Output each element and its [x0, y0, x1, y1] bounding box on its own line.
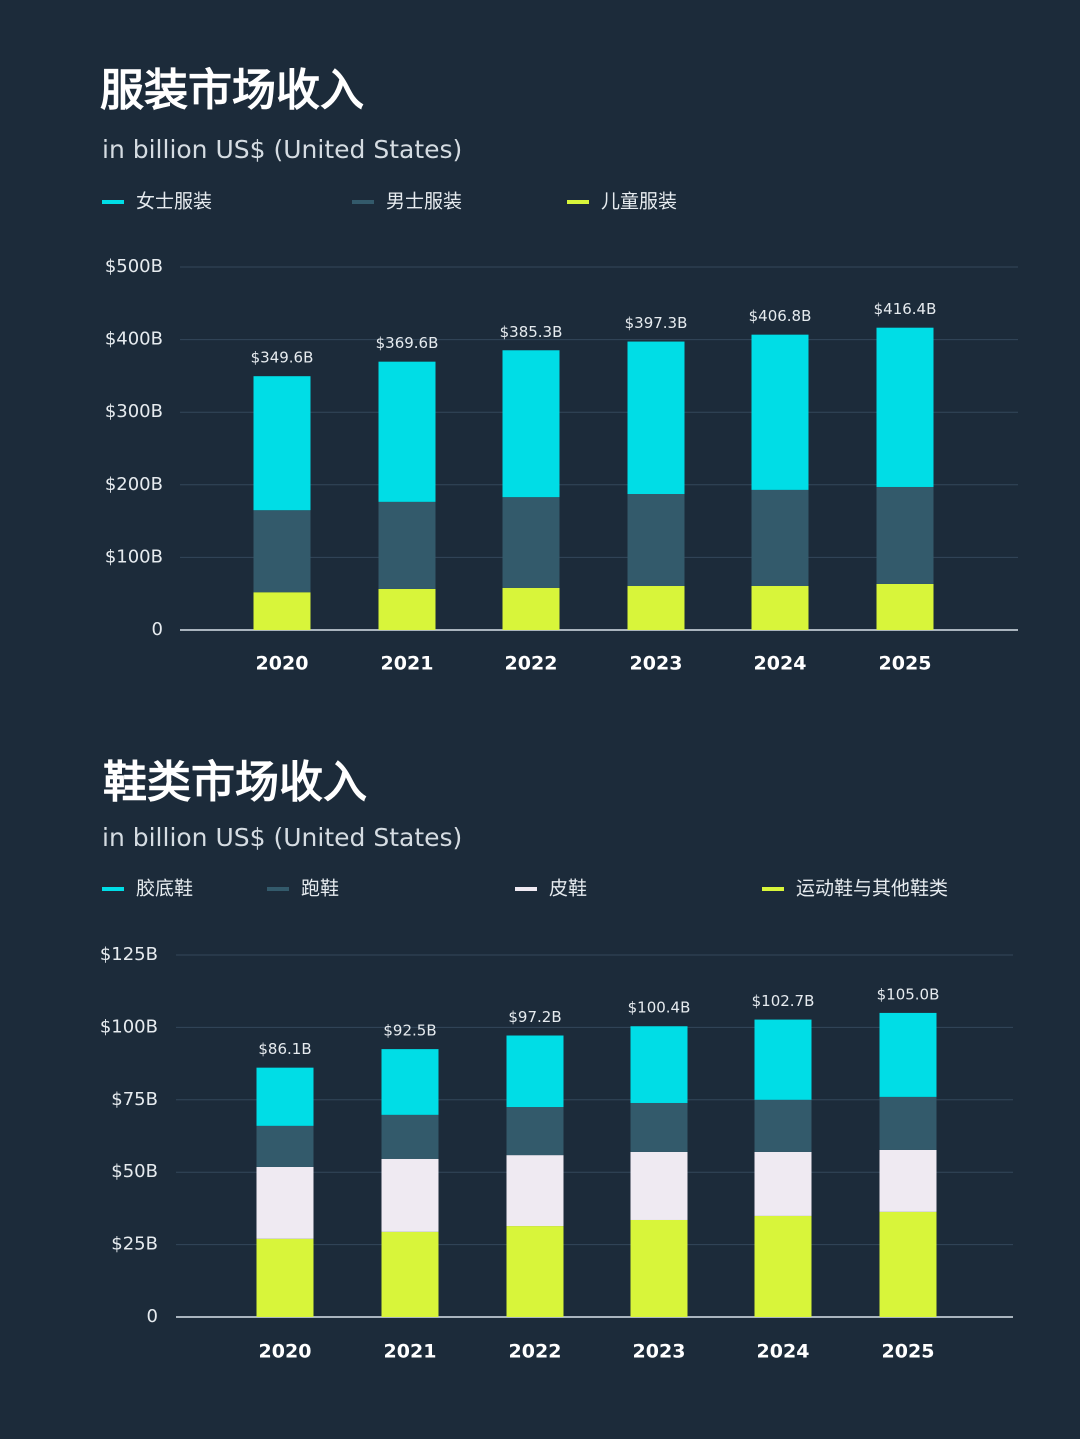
x-tick-label: 2023: [630, 653, 683, 675]
bar-segment: [751, 334, 809, 490]
bar-segment: [879, 1211, 937, 1317]
bar-segment: [879, 1096, 937, 1150]
y-tick-label: $400B: [105, 329, 163, 350]
bar-segment: [627, 494, 685, 587]
bar-segment: [256, 1238, 314, 1317]
y-tick-label: $200B: [105, 474, 163, 495]
y-tick-label: 0: [152, 619, 163, 640]
bar-segment: [876, 486, 934, 584]
chart-title: 服装市场收入: [100, 65, 364, 116]
y-tick-label: $300B: [105, 401, 163, 422]
bar-segment: [630, 1102, 688, 1152]
y-tick-label: 0: [147, 1306, 158, 1327]
total-label: $105.0B: [877, 985, 940, 1003]
total-label: $86.1B: [258, 1040, 311, 1058]
bar-segment: [630, 1219, 688, 1317]
total-label: $385.3B: [500, 323, 563, 341]
bar-segment: [627, 586, 685, 630]
bar-segment: [502, 587, 560, 630]
legend-label: 胶底鞋: [136, 878, 193, 900]
legend-label: 男士服装: [386, 191, 462, 213]
x-tick-label: 2024: [757, 1341, 810, 1363]
x-tick-label: 2023: [633, 1341, 686, 1363]
total-label: $349.6B: [251, 349, 314, 367]
total-label: $92.5B: [383, 1022, 436, 1040]
bar-segment: [506, 1226, 564, 1317]
bar-segment: [754, 1215, 812, 1317]
y-tick-label: $100B: [100, 1016, 158, 1037]
bar-segment: [506, 1107, 564, 1156]
bar-segment: [502, 350, 560, 498]
y-tick-label: $25B: [111, 1234, 158, 1255]
bar-segment: [876, 583, 934, 630]
y-tick-label: $100B: [105, 546, 163, 567]
bar-segment: [506, 1035, 564, 1108]
y-tick-label: $500B: [105, 256, 163, 277]
bar-segment: [751, 489, 809, 587]
x-tick-label: 2025: [879, 653, 932, 675]
bar-segment: [506, 1155, 564, 1227]
chart-subtitle: in billion US$ (United States): [102, 823, 462, 852]
x-tick-label: 2022: [505, 653, 558, 675]
bar-segment: [627, 341, 685, 495]
bar-segment: [256, 1166, 314, 1239]
bar-segment: [256, 1067, 314, 1126]
x-tick-label: 2025: [882, 1341, 935, 1363]
x-tick-label: 2022: [509, 1341, 562, 1363]
bar-segment: [879, 1012, 937, 1097]
chart-title: 鞋类市场收入: [103, 757, 367, 808]
x-tick-label: 2020: [256, 653, 309, 675]
x-tick-label: 2020: [259, 1341, 312, 1363]
bar-segment: [253, 376, 311, 511]
bar-segment: [256, 1125, 314, 1167]
total-label: $97.2B: [508, 1008, 561, 1026]
legend-label: 女士服装: [136, 191, 212, 213]
bar-segment: [381, 1231, 439, 1317]
bar-segment: [381, 1114, 439, 1159]
bar-segment: [630, 1151, 688, 1220]
total-label: $406.8B: [749, 307, 812, 325]
legend-label: 运动鞋与其他鞋类: [796, 878, 948, 900]
bar-segment: [754, 1019, 812, 1100]
total-label: $102.7B: [752, 992, 815, 1010]
bar-segment: [381, 1158, 439, 1232]
bar-segment: [751, 586, 809, 630]
y-tick-label: $75B: [111, 1089, 158, 1110]
legend-label: 儿童服装: [601, 191, 677, 213]
x-tick-label: 2024: [754, 653, 807, 675]
bar-segment: [876, 327, 934, 487]
total-label: $397.3B: [625, 314, 688, 332]
bar-segment: [754, 1099, 812, 1152]
x-tick-label: 2021: [381, 653, 434, 675]
bar-segment: [378, 501, 436, 589]
bar-segment: [378, 588, 436, 630]
bar-segment: [378, 361, 436, 502]
bar-segment: [381, 1049, 439, 1115]
bar-segment: [879, 1149, 937, 1212]
bar-segment: [502, 497, 560, 588]
total-label: $416.4B: [874, 300, 937, 318]
legend-label: 跑鞋: [301, 878, 339, 900]
bar-segment: [630, 1026, 688, 1103]
total-label: $369.6B: [376, 334, 439, 352]
x-tick-label: 2021: [384, 1341, 437, 1363]
y-tick-label: $50B: [111, 1161, 158, 1182]
bar-segment: [253, 510, 311, 593]
chart-subtitle: in billion US$ (United States): [102, 135, 462, 164]
legend-label: 皮鞋: [549, 878, 587, 900]
bar-segment: [253, 592, 311, 630]
total-label: $100.4B: [628, 999, 691, 1017]
bar-segment: [754, 1151, 812, 1216]
y-tick-label: $125B: [100, 944, 158, 965]
